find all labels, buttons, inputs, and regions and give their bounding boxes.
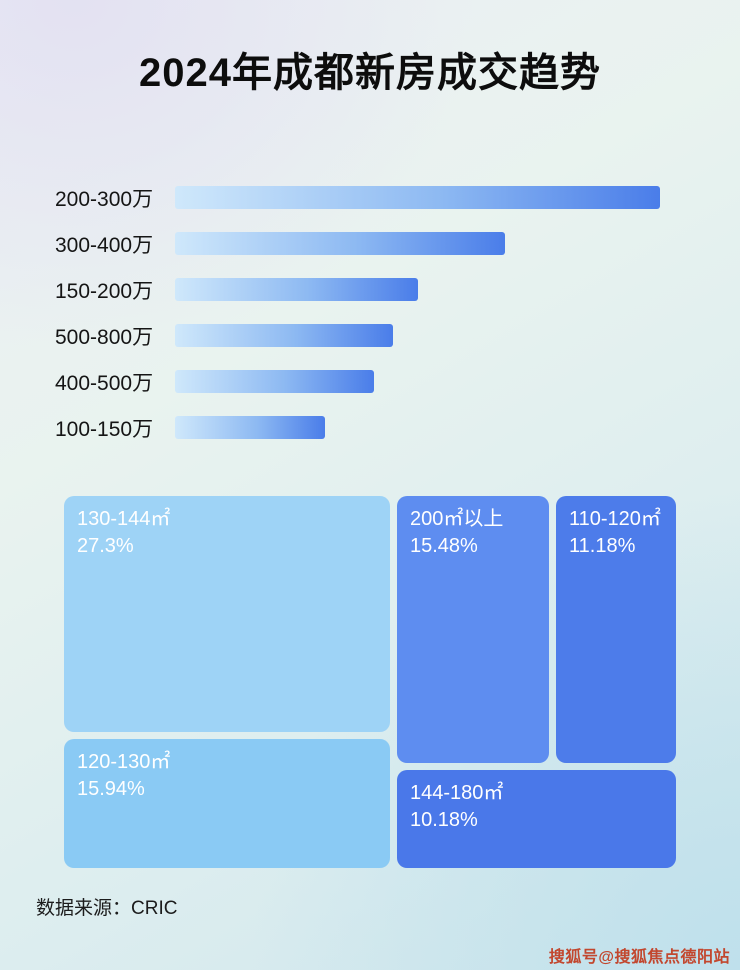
page-title: 2024年成都新房成交趋势: [139, 51, 601, 95]
treemap-block-110-120: 110-120㎡ 11.18%: [556, 496, 676, 763]
watermark-text: 搜狐号@搜狐焦点德阳站: [548, 949, 730, 966]
bar-row: 300-400万: [55, 232, 660, 257]
treemap-block-label: 110-120㎡: [569, 508, 661, 530]
treemap-block-label: 130-144㎡: [77, 508, 171, 530]
area-size-treemap: 130-144㎡ 27.3% 120-130㎡ 15.94% 200㎡以上 15…: [64, 496, 676, 868]
treemap-block-label: 200㎡以上: [410, 508, 504, 530]
bar-category-label: 400-500万: [55, 371, 154, 395]
treemap-block-percent: 15.94%: [77, 778, 145, 800]
bar-category-label: 100-150万: [55, 417, 154, 441]
treemap-block-percent: 15.48%: [410, 535, 478, 557]
bar-track: [175, 186, 660, 209]
bar-track: [175, 370, 660, 393]
bar: [175, 186, 660, 209]
treemap-block-120-130: 120-130㎡ 15.94%: [64, 739, 390, 868]
bar-track: [175, 324, 660, 347]
bar: [175, 232, 505, 255]
bar: [175, 416, 326, 439]
bar-track: [175, 278, 660, 301]
treemap-block-130-144: 130-144㎡ 27.3%: [64, 496, 390, 732]
bar-category-label: 300-400万: [55, 233, 154, 257]
data-source-label: 数据来源：CRIC: [36, 898, 178, 919]
bar-row: 100-150万: [55, 416, 660, 441]
treemap-block-percent: 10.18%: [410, 809, 478, 831]
bar: [175, 324, 394, 347]
treemap-block-label: 120-130㎡: [77, 751, 171, 773]
bar-track: [175, 232, 660, 255]
bar-category-label: 500-800万: [55, 325, 154, 349]
treemap-block-percent: 11.18%: [569, 535, 636, 557]
bar: [175, 278, 418, 301]
treemap-block-144-180: 144-180㎡ 10.18%: [397, 770, 676, 868]
bar-track: [175, 416, 660, 439]
bar-row: 150-200万: [55, 278, 660, 303]
bar-category-label: 150-200万: [55, 279, 154, 303]
treemap-block-label: 144-180㎡: [410, 782, 504, 804]
bar-row: 200-300万: [55, 186, 660, 211]
price-band-bar-chart: 200-300万 300-400万 150-200万 500-800万 400-: [55, 186, 660, 462]
bar-row: 400-500万: [55, 370, 660, 395]
bar-row: 500-800万: [55, 324, 660, 349]
bar-category-label: 200-300万: [55, 187, 154, 211]
treemap-block-200-plus: 200㎡以上 15.48%: [397, 496, 549, 763]
treemap-block-percent: 27.3%: [77, 535, 134, 557]
bar: [175, 370, 374, 393]
